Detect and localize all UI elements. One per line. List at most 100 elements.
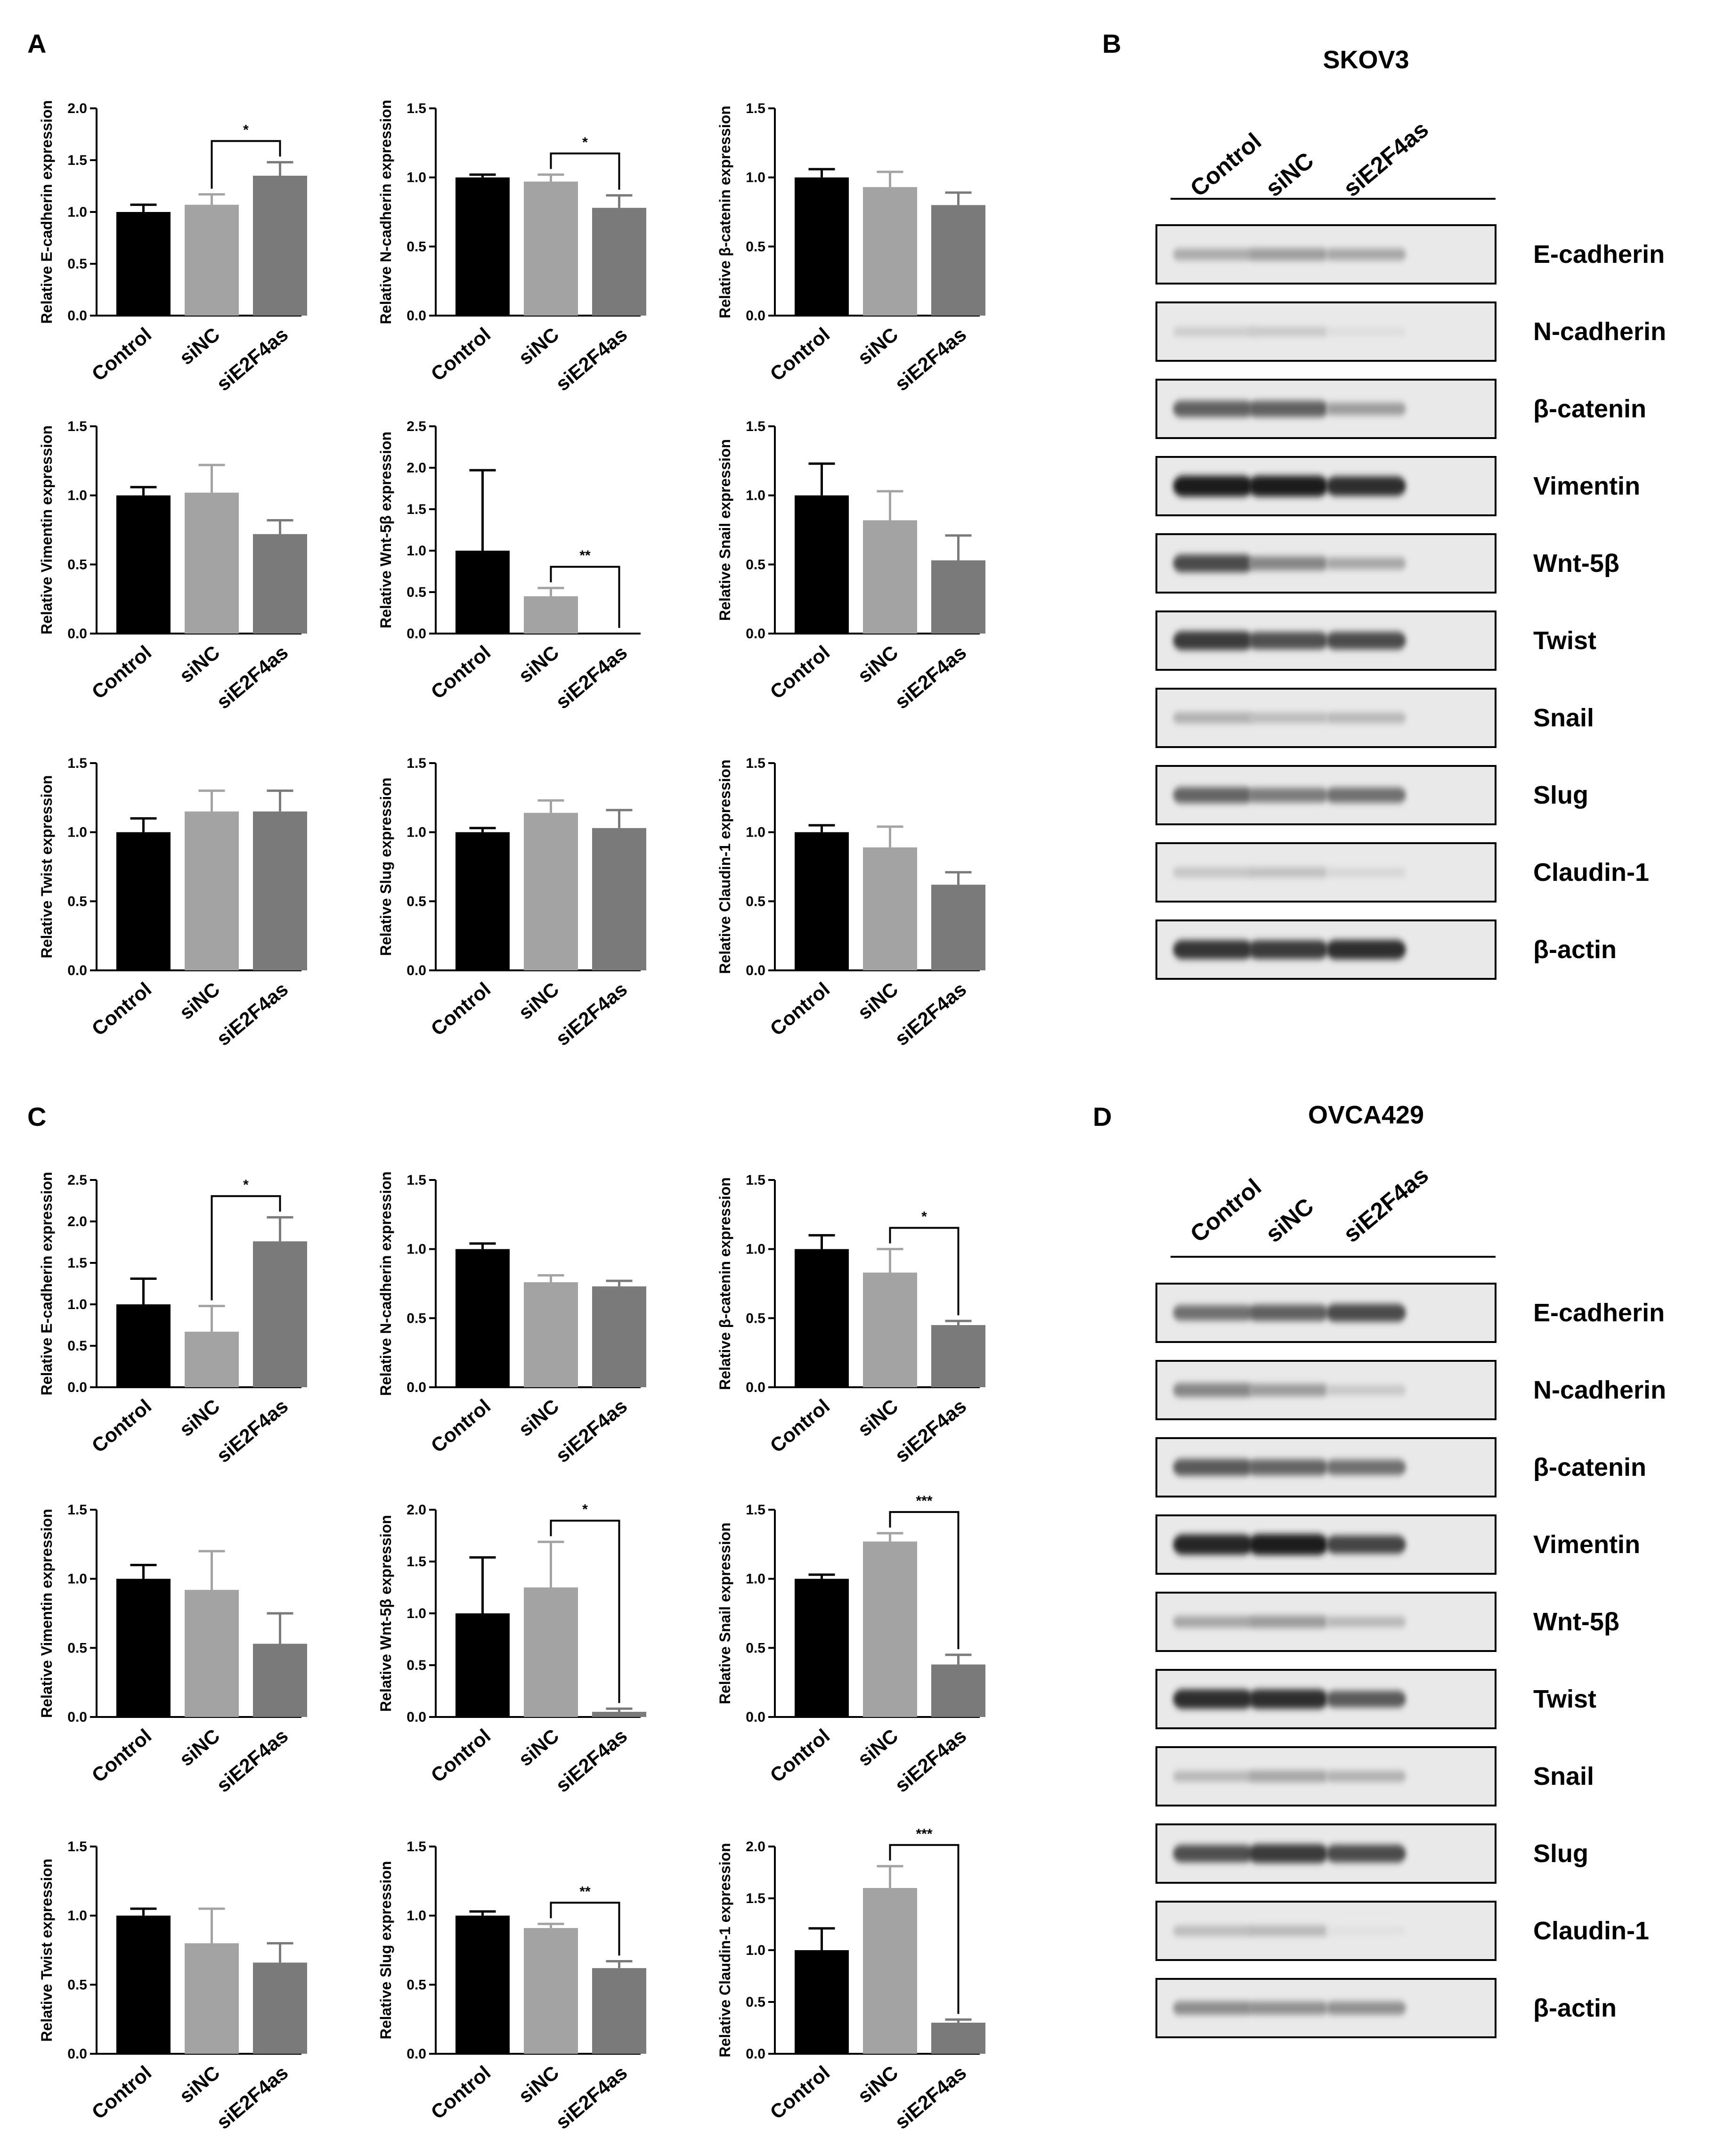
chart-a-3-bar-sie2f4as (931, 205, 985, 316)
chart-a-2-significance-bracket (550, 152, 620, 190)
chart-c-7-y-tick-label: 0.0 (67, 2046, 87, 2062)
chart-a-3-bar-control (795, 177, 849, 316)
chart-c-8-category-label: Control (427, 2061, 495, 2123)
blot-b-band (1173, 787, 1253, 803)
chart-c-6-significance-label: *** (916, 1493, 932, 1509)
blot-d-band (1248, 1459, 1328, 1475)
chart-c-9-y-tick-label: 1.0 (746, 1943, 765, 1958)
chart-a-7-bar-sie2f4as (253, 811, 307, 970)
blot-d-band (1173, 1771, 1253, 1782)
chart-c-5-category-label: siE2F4as (552, 1725, 632, 1797)
chart-c-9-y-tick-label: 1.5 (746, 1891, 765, 1906)
chart-c-1-bar-sinc (185, 1332, 239, 1387)
blot-b-band (1248, 788, 1328, 803)
chart-c-6-bar-sinc (863, 1541, 917, 1717)
chart-a-1-bar-control (116, 212, 171, 316)
blot-b-band (1248, 400, 1328, 417)
panel-letter-c: C (27, 1102, 46, 1131)
chart-a-6-bar-sie2f4as (931, 560, 985, 634)
chart-a-9-y-tick-label: 1.5 (746, 756, 765, 771)
chart-a-2-y-tick-label: 0.5 (407, 239, 426, 254)
chart-c-8-category-label: siE2F4as (552, 2061, 632, 2133)
chart-a-3: 0.0 0.5 1.0 1.5 Relative β-catenin expressio… (716, 101, 985, 395)
chart-c-1-y-axis-label: Relative E-cadherin expression (38, 1172, 55, 1396)
chart-c-3-y-tick-label: 0.0 (746, 1380, 765, 1395)
chart-a-3-y-tick-label: 1.5 (746, 101, 765, 116)
chart-a-7-category-label: siNC (175, 978, 224, 1024)
chart-c-3-category-label: Control (766, 1395, 834, 1457)
blot-b-band (1173, 327, 1253, 336)
blot-d-protein-label: Slug (1533, 1839, 1588, 1868)
chart-a-5-y-axis-label: Relative Wnt-5β expression (377, 431, 394, 628)
blot-b-band (1326, 557, 1406, 570)
blot-d-band (1248, 1770, 1328, 1782)
chart-c-5-bar-sie2f4as (592, 1712, 646, 1717)
chart-a-1-bar-sinc (185, 204, 239, 316)
chart-a-5-category-label: Control (427, 641, 495, 703)
blot-b-strip: E-cadherin (1155, 224, 1665, 285)
chart-a-4-y-tick-label: 1.5 (67, 419, 87, 434)
blot-title-ovca429: OVCA429 (1308, 1101, 1424, 1129)
chart-c-6-category-label: siE2F4as (891, 1725, 971, 1797)
chart-a-2-y-tick-label: 1.5 (407, 101, 426, 116)
blot-b-band (1173, 400, 1253, 417)
chart-c-3-significance-bracket (889, 1227, 960, 1316)
blot-d-band (1326, 1304, 1406, 1322)
chart-c-8-bar-control (455, 1915, 510, 2054)
blot-d-band (1248, 1844, 1328, 1863)
blot-d-lane-label: siNC (1261, 1193, 1318, 1247)
blot-d-band (1248, 1615, 1328, 1628)
chart-c-9-bar-sinc (863, 1888, 917, 2054)
chart-c-4-y-tick-label: 1.5 (67, 1502, 87, 1518)
chart-c-9-category-label: siNC (854, 2061, 903, 2107)
chart-a-5-y-tick-label: 0.0 (407, 626, 426, 642)
chart-c-9-y-tick-label: 2.0 (746, 1839, 765, 1855)
blot-d-protein-label: Claudin-1 (1533, 1917, 1649, 1945)
blot-d-strip: Vimentin (1155, 1514, 1640, 1575)
chart-a-9-category-label: siE2F4as (891, 978, 971, 1050)
chart-c-8: 0.0 0.5 1.0 1.5 Relative Slug expression Cont… (377, 1839, 646, 2133)
blot-d-strip: Claudin-1 (1155, 1901, 1649, 1961)
chart-a-4-bar-sinc (185, 492, 239, 634)
chart-a-7-y-axis-label: Relative Twist expression (38, 775, 55, 959)
chart-c-7-category-label: siE2F4as (212, 2061, 293, 2133)
chart-a-8-category-label: siE2F4as (552, 978, 632, 1050)
chart-a-2-y-axis-label: Relative N-cadherin expression (377, 100, 394, 325)
chart-c-1-y-tick-label: 0.5 (67, 1338, 87, 1354)
blot-d-strip: N-cadherin (1155, 1360, 1666, 1420)
blot-b-protein-label: E-cadherin (1533, 240, 1665, 268)
chart-c-1-y-tick-label: 1.5 (67, 1255, 87, 1271)
chart-a-1-y-tick-label: 0.5 (67, 256, 87, 272)
blot-b-strip: Slug (1155, 765, 1588, 825)
blot-d-protein-label: β-actin (1533, 1994, 1617, 2022)
chart-c-1-significance-label: * (243, 1177, 249, 1193)
chart-a-7: 0.0 0.5 1.0 1.5 Relative Twist expression Con… (38, 756, 307, 1050)
blot-d-band (1326, 1691, 1406, 1708)
chart-c-3-y-tick-label: 1.5 (746, 1172, 765, 1188)
chart-a-7-bar-control (116, 832, 171, 970)
chart-c-5-category-label: siNC (514, 1725, 563, 1771)
blot-b-band (1326, 402, 1406, 415)
chart-c-3-bar-control (795, 1249, 849, 1387)
chart-c-5-bar-control (455, 1613, 510, 1717)
chart-c-4-category-label: siE2F4as (212, 1725, 293, 1797)
chart-c-4-category-label: Control (88, 1725, 156, 1787)
chart-a-6-bar-control (795, 495, 849, 634)
blot-b-band (1326, 787, 1406, 803)
chart-a-6-y-tick-label: 1.0 (746, 488, 765, 504)
blot-b-strip: Wnt-5β (1155, 533, 1619, 594)
blot-b-protein-label: Wnt-5β (1533, 549, 1619, 578)
chart-c-5-y-tick-label: 2.0 (407, 1502, 426, 1518)
chart-c-2-y-tick-label: 0.5 (407, 1310, 426, 1326)
chart-a-7-category-label: siE2F4as (212, 978, 293, 1050)
chart-a-5-y-tick-label: 2.5 (407, 419, 426, 434)
blot-d-protein-label: β-catenin (1533, 1453, 1646, 1481)
chart-c-8-category-label: siNC (514, 2061, 563, 2107)
chart-c-6-bar-control (795, 1578, 849, 1717)
chart-c-8-y-tick-label: 1.5 (407, 1839, 426, 1855)
chart-c-7-bar-sie2f4as (253, 1962, 307, 2054)
chart-a-8-y-tick-label: 0.5 (407, 894, 426, 909)
chart-a-1: 0.0 0.5 1.0 1.5 2.0 Relative E-cadherin expre… (38, 100, 307, 395)
